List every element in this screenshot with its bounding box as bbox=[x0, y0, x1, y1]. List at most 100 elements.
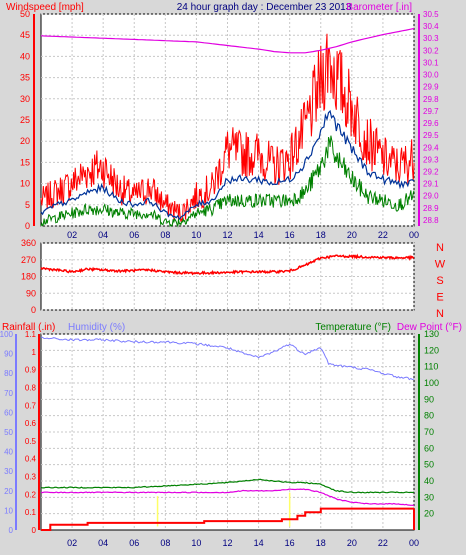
barometer-tick-label: 29.6 bbox=[423, 119, 439, 128]
grid-layer bbox=[41, 13, 415, 530]
temperature-axis-title: Temperature (°F) bbox=[315, 322, 391, 333]
temperature-tick-label: 40 bbox=[424, 476, 434, 486]
rainfall-tick-label: 0.8 bbox=[25, 383, 37, 392]
barometer-tick-label: 30.4 bbox=[423, 22, 439, 31]
x-tick-label: 20 bbox=[347, 230, 357, 240]
temperature-tick-label: 130 bbox=[424, 329, 439, 339]
barometer-tick-label: 29.7 bbox=[423, 107, 439, 116]
rainfall-tick-label: 0.2 bbox=[25, 490, 37, 499]
compass-label: W bbox=[435, 259, 446, 271]
barometer-tick-label: 30.3 bbox=[423, 34, 439, 43]
barometer-tick-label: 30.1 bbox=[423, 58, 439, 67]
temperature-tick-label: 70 bbox=[424, 427, 434, 437]
humidity-tick-label: 40 bbox=[4, 448, 13, 457]
x-tick-label: 10 bbox=[191, 230, 201, 240]
barometer-tick-label: 29.2 bbox=[423, 167, 439, 176]
windspeed-tick-label: 25 bbox=[20, 115, 30, 125]
rainfall-tick-label: 0.7 bbox=[25, 401, 37, 410]
barometer-tick-label: 29.8 bbox=[423, 95, 439, 104]
x-tick-label: 16 bbox=[285, 538, 295, 548]
x-tick-label: 00 bbox=[409, 538, 419, 548]
humidity-tick-label: 20 bbox=[4, 487, 13, 496]
barometer-tick-label: 30.5 bbox=[423, 10, 439, 19]
rainfall-line bbox=[41, 507, 414, 531]
wind-low-line bbox=[40, 135, 415, 228]
dewpoint-line bbox=[40, 488, 415, 507]
rainfall-tick-label: 0.4 bbox=[25, 455, 37, 464]
temperature-line bbox=[40, 478, 415, 494]
windspeed-tick-label: 40 bbox=[20, 51, 30, 61]
rainfall-tick-label: 0.6 bbox=[25, 419, 37, 428]
temperature-tick-label: 30 bbox=[424, 492, 434, 502]
rainfall-tick-label: 1 bbox=[32, 348, 37, 357]
x-tick-label: 10 bbox=[191, 538, 201, 548]
rainfall-tick-label: 0.9 bbox=[25, 366, 37, 375]
series-layer bbox=[40, 27, 415, 531]
barometer-tick-label: 29.5 bbox=[423, 131, 439, 140]
temperature-tick-label: 120 bbox=[424, 345, 439, 355]
barometer-line bbox=[40, 27, 415, 54]
rainfall-tick-label: 1.1 bbox=[25, 330, 37, 339]
windspeed-tick-label: 30 bbox=[20, 94, 30, 104]
chart-title: 24 hour graph day : December 23 2013 bbox=[177, 2, 352, 13]
windspeed-axis-title: Windspeed [mph] bbox=[6, 2, 84, 13]
x-tick-label: 12 bbox=[222, 230, 232, 240]
windspeed-tick-label: 5 bbox=[25, 200, 30, 210]
compass-label: N bbox=[436, 242, 444, 254]
windspeed-tick-label: 15 bbox=[20, 157, 30, 167]
x-tick-label: 02 bbox=[67, 538, 77, 548]
humidity-tick-label: 70 bbox=[4, 389, 13, 398]
direction-tick-label: 270 bbox=[21, 255, 36, 265]
temperature-tick-label: 100 bbox=[424, 378, 439, 388]
direction-tick-label: 180 bbox=[21, 272, 36, 282]
wind-direction-line bbox=[40, 253, 415, 276]
x-tick-label: 16 bbox=[285, 230, 295, 240]
barometer-tick-label: 30.0 bbox=[423, 71, 439, 80]
barometer-tick-label: 29.1 bbox=[423, 180, 439, 189]
humidity-tick-label: 10 bbox=[4, 506, 13, 515]
temperature-tick-label: 90 bbox=[424, 394, 434, 404]
temperature-tick-label: 80 bbox=[424, 411, 434, 421]
x-tick-label: 22 bbox=[378, 538, 388, 548]
temperature-tick-label: 50 bbox=[424, 460, 434, 470]
barometer-tick-label: 30.2 bbox=[423, 46, 439, 55]
temperature-tick-label: 20 bbox=[424, 509, 434, 519]
direction-tick-label: 360 bbox=[21, 238, 36, 248]
x-tick-label: 22 bbox=[378, 230, 388, 240]
barometer-tick-label: 28.9 bbox=[423, 204, 439, 213]
temperature-tick-label: 60 bbox=[424, 443, 434, 453]
rainfall-tick-label: 0.3 bbox=[25, 473, 37, 482]
humidity-tick-label: 0 bbox=[9, 526, 14, 535]
humidity-line bbox=[40, 336, 415, 381]
windspeed-tick-label: 20 bbox=[20, 136, 30, 146]
rainfall-tick-label: 0.1 bbox=[25, 508, 37, 517]
x-tick-label: 06 bbox=[129, 230, 139, 240]
compass-label: S bbox=[436, 275, 443, 287]
windspeed-tick-label: 0 bbox=[25, 221, 30, 231]
humidity-tick-label: 50 bbox=[4, 428, 13, 437]
x-tick-label: 00 bbox=[409, 230, 419, 240]
x-tick-label: 20 bbox=[347, 538, 357, 548]
dewpoint-axis-title: Dew Point (°F) bbox=[397, 322, 462, 333]
windspeed-tick-label: 50 bbox=[20, 9, 30, 19]
rainfall-axis-title: Rainfall (.in) bbox=[2, 322, 55, 333]
rainfall-tick-label: 0.5 bbox=[25, 437, 37, 446]
compass-label: N bbox=[436, 308, 444, 320]
humidity-tick-label: 80 bbox=[4, 369, 13, 378]
barometer-tick-label: 29.3 bbox=[423, 155, 439, 164]
x-tick-label: 08 bbox=[160, 230, 170, 240]
rainfall-tick-label: 0 bbox=[32, 526, 37, 535]
x-tick-label: 02 bbox=[67, 230, 77, 240]
barometer-tick-label: 28.8 bbox=[423, 216, 439, 225]
x-tick-label: 14 bbox=[254, 230, 264, 240]
windspeed-tick-label: 45 bbox=[20, 30, 30, 40]
windspeed-tick-label: 10 bbox=[20, 179, 30, 189]
humidity-axis-title: Humidity (%) bbox=[68, 322, 125, 333]
direction-tick-label: 0 bbox=[31, 305, 36, 315]
x-tick-label: 12 bbox=[222, 538, 232, 548]
wind-gust-line bbox=[40, 33, 415, 222]
x-tick-label: 08 bbox=[160, 538, 170, 548]
